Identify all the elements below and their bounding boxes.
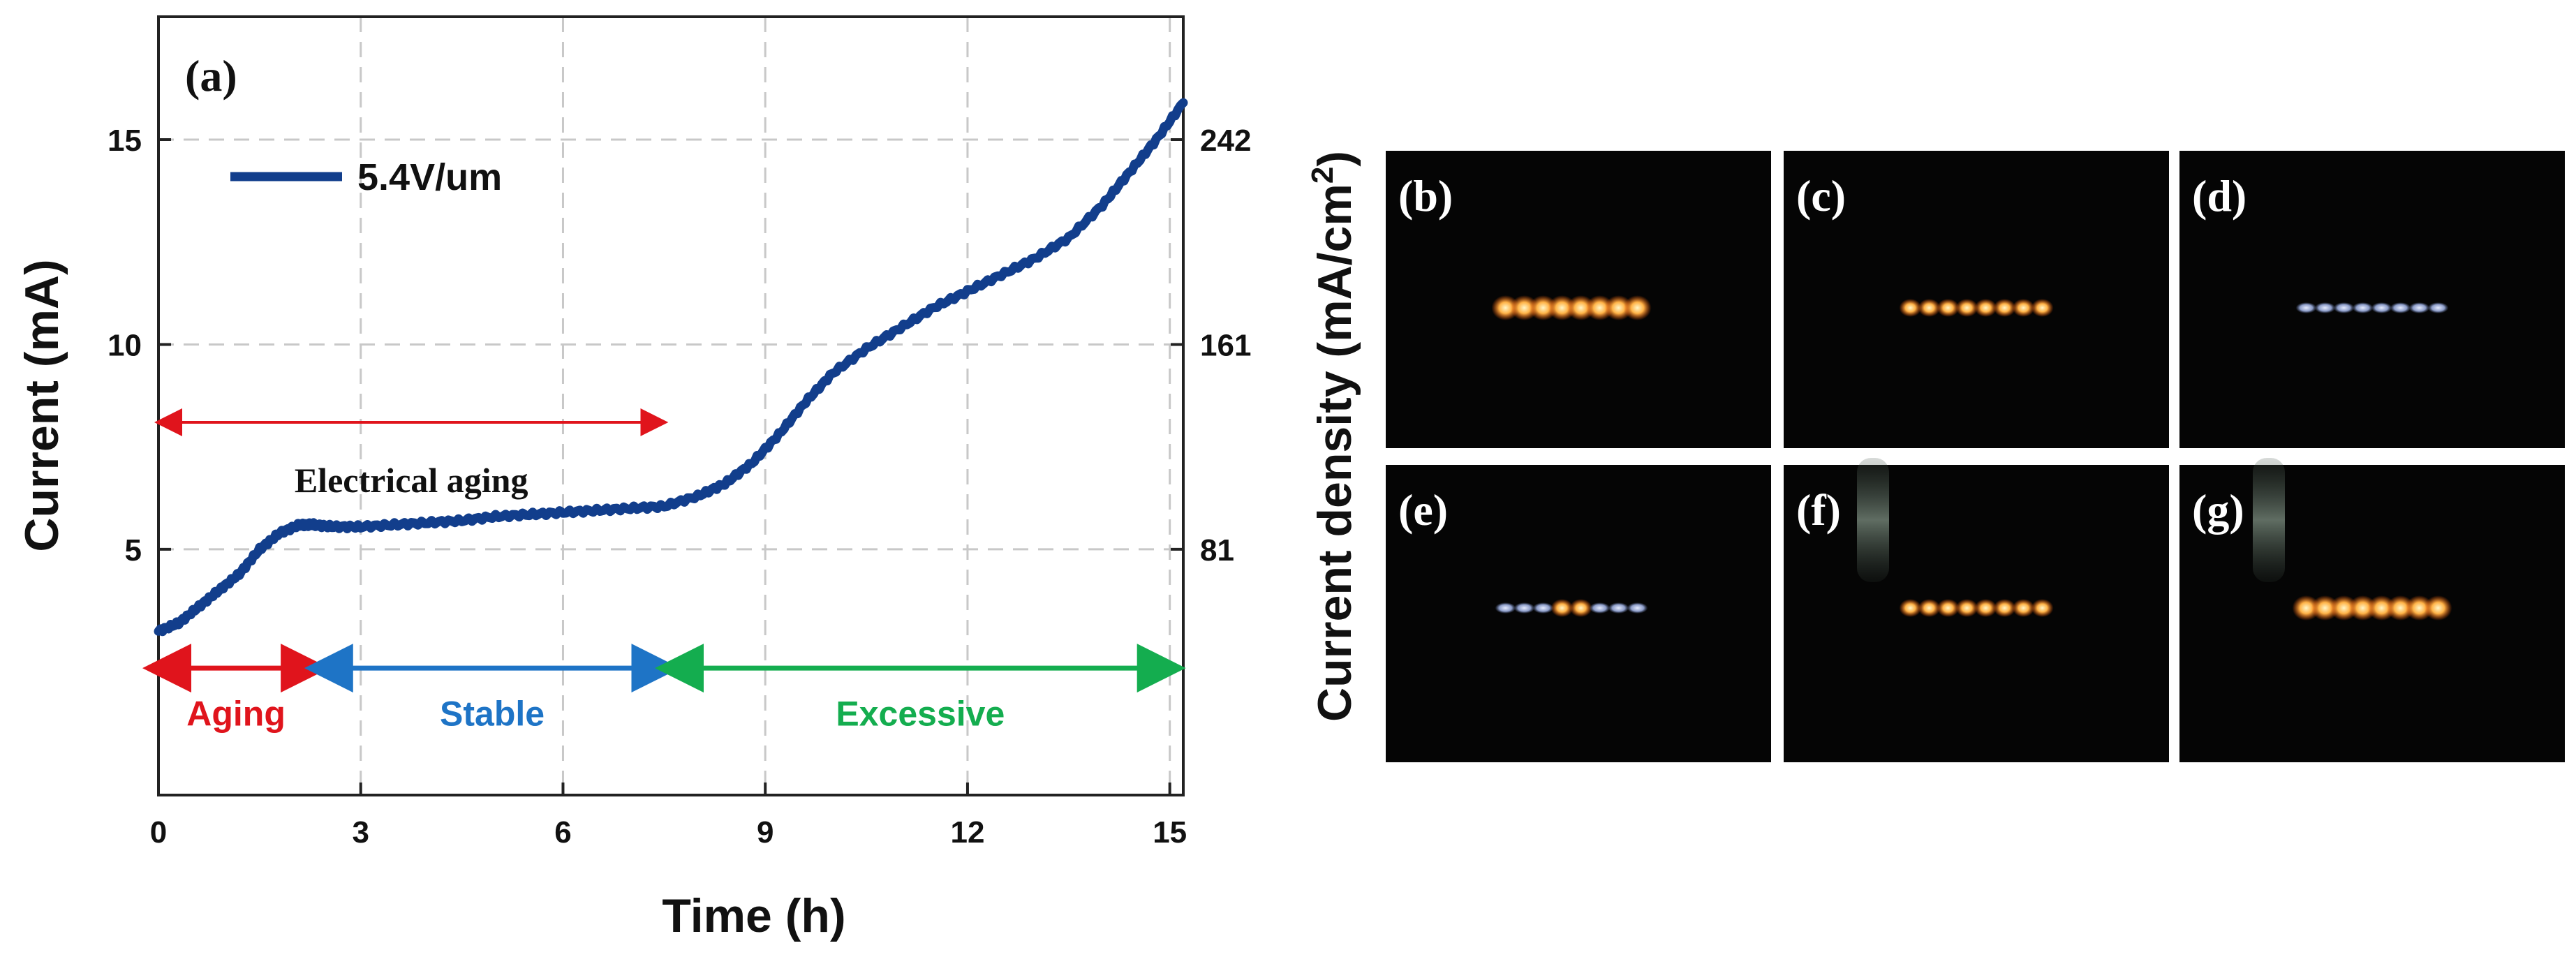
y2-tick-label-0: 81: [1200, 533, 1234, 568]
annotations: Electrical aging Aging Stable Excessive: [142, 408, 1186, 734]
emitter-spot: [1937, 299, 1960, 317]
emitter-spot: [1513, 602, 1535, 614]
image-panel-d: (d): [2179, 151, 2565, 448]
panel-ghost-streak: [1857, 458, 1889, 582]
y-tick-label-0: 5: [125, 533, 142, 568]
plot-area: [158, 17, 1183, 795]
axis-ticks: 0 3 6 9 12 15 5 10 15 81 161 242: [108, 124, 1251, 850]
x-tick-label-0: 0: [150, 815, 167, 850]
emitter-spot: [1627, 602, 1648, 614]
emitter-spot: [1569, 599, 1592, 617]
image-panel-c: (c): [1784, 151, 2169, 448]
y2-tick-label-2: 242: [1200, 124, 1251, 158]
emitter-spot: [2424, 595, 2452, 621]
image-panel-g: (g): [2179, 458, 2565, 762]
emitter-spot: [2031, 299, 2054, 317]
emission-image-panels: (b) (c) (d) (e) (f) (g): [1386, 151, 2565, 762]
panel-ghost-streak: [2253, 458, 2285, 582]
phase-label-aging: Aging: [186, 695, 286, 734]
y-axis-title: Current (mA): [15, 259, 68, 551]
plot-frame: [157, 15, 1185, 796]
y2-axis-title: Current density (mA/cm2): [1305, 151, 1361, 722]
panel-label-a: (a): [185, 51, 237, 101]
emitter-spot: [2295, 302, 2317, 313]
x-tick-label-4: 12: [950, 815, 984, 850]
panel-label: (f): [1796, 485, 1841, 535]
emitter-spot: [1974, 599, 1997, 617]
image-panel-f: (f): [1784, 458, 2169, 762]
y-tick-label-2: 15: [108, 124, 142, 158]
y2-axis-title-main: Current density (mA/cm: [1308, 184, 1361, 722]
emitter-spot: [2031, 599, 2054, 617]
y2-axis-title-close: ): [1308, 151, 1361, 167]
y2-tick-label-1: 161: [1200, 328, 1251, 362]
phase-label-stable: Stable: [440, 695, 545, 734]
panel-background: [1784, 465, 2169, 762]
emitter-spot: [2314, 302, 2336, 313]
emitter-spot: [1955, 599, 1978, 617]
legend-label: 5.4V/um: [357, 156, 502, 198]
emitter-spot: [1937, 599, 1960, 617]
emitter-spot: [1899, 599, 1922, 617]
phase-label-excessive: Excessive: [836, 695, 1005, 734]
y2-axis-title-sup: 2: [1305, 167, 1340, 184]
emitter-spot: [1955, 299, 1978, 317]
emitter-spot: [2408, 302, 2430, 313]
emitter-spot: [2371, 302, 2392, 313]
emitter-spot: [1550, 599, 1574, 617]
panel-label: (e): [1398, 485, 1448, 535]
emitter-spot: [2427, 302, 2449, 313]
panel-label: (b): [1398, 171, 1453, 221]
emitter-spot: [1495, 602, 1516, 614]
emitter-spot: [1589, 602, 1611, 614]
emitter-spot: [1608, 602, 1629, 614]
image-panel-b: (b): [1386, 151, 1771, 448]
panel-label: (d): [2192, 171, 2246, 221]
emitter-spot: [1993, 599, 2016, 617]
y-tick-label-1: 10: [108, 328, 142, 362]
panel-label: (g): [2192, 485, 2244, 535]
x-tick-label-5: 15: [1153, 815, 1187, 850]
x-axis-title: Time (h): [662, 889, 845, 942]
emitter-spot: [1623, 295, 1652, 320]
current-vs-time-plot: 0 3 6 9 12 15 5 10 15 81 161 242 Electrical aging Ag…: [15, 15, 1361, 942]
panel-background: [2179, 151, 2565, 448]
emitter-spot: [2333, 302, 2355, 313]
panel-background: [1784, 151, 2169, 448]
x-tick-label-3: 9: [757, 815, 773, 850]
emitter-spot: [1974, 299, 1997, 317]
emitter-spot: [1918, 299, 1941, 317]
emitter-spot: [1899, 299, 1922, 317]
emitter-spot: [2012, 599, 2035, 617]
emitter-spot: [1918, 599, 1941, 617]
panel-label: (c): [1796, 171, 1846, 221]
grid-lines: [158, 17, 1183, 795]
emitter-spot: [1993, 299, 2016, 317]
emitter-spot: [2012, 299, 2035, 317]
emitter-spot: [2352, 302, 2374, 313]
electrical-aging-label: Electrical aging: [295, 461, 528, 500]
emitter-spot: [2390, 302, 2411, 313]
series-line-5-4v-um: [154, 98, 1188, 637]
emitter-spot: [1532, 602, 1554, 614]
x-tick-label-2: 6: [554, 815, 571, 850]
x-tick-label-1: 3: [352, 815, 369, 850]
image-panel-e: (e): [1386, 465, 1771, 762]
